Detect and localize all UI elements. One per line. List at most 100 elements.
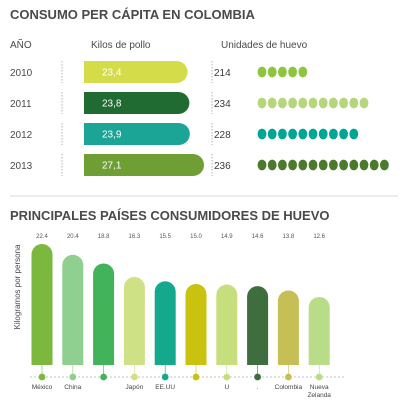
kilos-bar — [84, 123, 190, 145]
country-bar — [308, 296, 330, 365]
country-value-label: 14.9 — [221, 234, 233, 240]
kilos-bar — [84, 61, 188, 83]
country-dot — [192, 373, 200, 381]
kilos-bar-label: 23,9 — [102, 130, 122, 141]
country-value-label: 20.4 — [67, 234, 79, 240]
egg-units-label: 234 — [214, 99, 231, 110]
egg-dot — [257, 66, 267, 78]
units-column-header: Unidades de huevo — [221, 40, 308, 51]
egg-dot — [257, 159, 267, 171]
country-bar — [185, 283, 207, 365]
egg-dot — [298, 128, 308, 140]
country-value-label: 18.8 — [98, 234, 110, 240]
egg-dot — [267, 128, 277, 140]
country-dot — [161, 373, 169, 381]
country-dot — [38, 373, 46, 381]
country-dot — [131, 373, 138, 381]
egg-dot — [339, 159, 348, 171]
country-value-label: 15.5 — [159, 234, 171, 240]
egg-dot — [380, 159, 389, 171]
egg-dot — [318, 97, 328, 109]
egg-dot — [288, 128, 297, 140]
country-dot — [100, 373, 107, 381]
country-bar — [31, 244, 53, 365]
country-bar — [93, 263, 115, 365]
year-label: 2010 — [10, 68, 33, 79]
year-column-header: AÑO — [10, 38, 32, 51]
kilos-bar-label: 23,8 — [102, 99, 122, 110]
egg-dot — [318, 128, 328, 140]
country-label: Japón — [126, 384, 144, 391]
country-value-label: 15.0 — [190, 234, 202, 240]
egg-units-label: 214 — [214, 68, 231, 79]
egg-dot — [308, 97, 318, 109]
country-bar — [277, 290, 299, 365]
egg-dot — [257, 97, 267, 109]
kilos-bar-label: 27,1 — [102, 161, 122, 172]
country-value-label: 14.6 — [252, 234, 264, 240]
country-label: Colombia — [275, 384, 303, 391]
egg-dot — [298, 159, 308, 171]
country-dot — [69, 373, 77, 381]
country-value-label: 13.8 — [283, 234, 295, 240]
country-value-label: 22.4 — [36, 234, 48, 240]
countries-chart: 22.4 México 20.4 China 18.8 16.3 Japón 15.5 EE.U… — [30, 234, 346, 399]
egg-dot — [349, 128, 359, 140]
country-bar — [216, 284, 238, 365]
kilos-column-header: Kilos de pollo — [91, 40, 151, 51]
country-bar — [62, 254, 84, 365]
egg-units-label: 236 — [214, 161, 231, 172]
country-bar — [123, 276, 145, 365]
country-value-label: 12.6 — [313, 234, 325, 240]
year-label: 2011 — [10, 99, 32, 110]
country-dot — [254, 373, 261, 381]
egg-dot — [318, 159, 328, 171]
per-capita-chart: 2010 23,4 214 2011 23,8 234 2012 23,9 228 2013 27,… — [10, 61, 389, 176]
country-label: Zelanda — [307, 392, 331, 399]
egg-dot — [298, 97, 308, 109]
egg-dot — [267, 66, 277, 78]
egg-dot — [278, 159, 287, 171]
egg-dot — [329, 159, 338, 171]
country-label: EE.UU — [155, 384, 175, 391]
egg-dot — [339, 128, 348, 140]
year-label: 2013 — [10, 161, 33, 172]
country-label: México — [32, 384, 53, 391]
egg-dot — [267, 97, 277, 109]
egg-dot — [369, 159, 379, 171]
country-label: . — [257, 384, 259, 391]
kilos-bar-label: 23,4 — [102, 68, 122, 79]
egg-dot — [339, 97, 348, 109]
egg-dot — [257, 128, 267, 140]
country-label: Nueva — [310, 384, 329, 391]
egg-dot — [278, 97, 287, 109]
egg-dot — [278, 128, 287, 140]
egg-dot — [349, 97, 359, 109]
egg-dot — [288, 159, 297, 171]
egg-dot — [278, 66, 287, 78]
egg-dot — [288, 97, 297, 109]
egg-dot — [359, 159, 369, 171]
egg-dot — [267, 159, 277, 171]
kilos-bar — [84, 154, 204, 176]
country-dot — [315, 373, 323, 381]
egg-dot — [308, 159, 318, 171]
egg-dot — [298, 66, 308, 78]
year-label: 2012 — [10, 130, 33, 141]
egg-dot — [359, 97, 369, 109]
country-label: U — [224, 384, 229, 391]
egg-dot — [349, 159, 359, 171]
egg-dot — [329, 128, 338, 140]
country-value-label: 16.3 — [129, 234, 141, 240]
egg-dot — [288, 66, 297, 78]
country-dot — [223, 373, 231, 381]
per-capita-title: CONSUMO PER CÁPITA EN COLOMBIA — [10, 7, 255, 22]
egg-dot — [329, 97, 338, 109]
country-label: China — [64, 384, 81, 391]
kilos-bar — [84, 92, 190, 114]
country-bar — [154, 281, 176, 365]
top-countries-title: PRINCIPALES PAÍSES CONSUMIDORES DE HUEVO — [10, 208, 330, 223]
country-bar — [247, 286, 269, 365]
